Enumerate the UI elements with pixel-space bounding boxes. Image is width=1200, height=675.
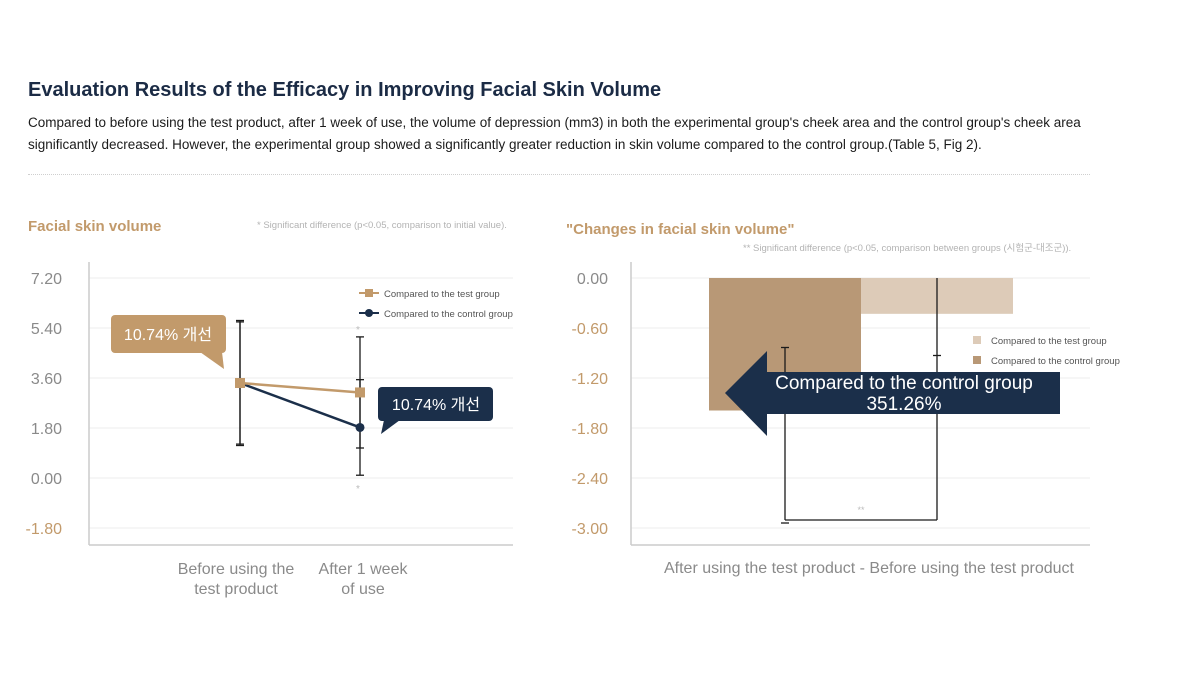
arrow-callout [725,351,1060,436]
series-line-test [239,381,361,394]
point-test [235,378,245,388]
section-divider [28,174,1090,175]
left-y-tick-label: 7.20 [31,271,62,288]
legend-marker-test [365,289,373,297]
page-title: Evaluation Results of the Efficacy in Im… [28,79,662,101]
legend-label-control: Compared to the control group [384,309,513,320]
right-y-tick-label: -2.40 [572,471,609,488]
legend-label-control: Compared to the control group [991,356,1120,367]
callout-control-tail [381,420,400,434]
left-chart-note: * Significant difference (p<0.05, compar… [257,220,507,231]
callout-control-box [378,387,493,421]
left-x-tick-label: Before using the [178,561,295,578]
significance-mark: ** [857,505,865,515]
page-description: Compared to before using the test produc… [28,115,1081,152]
left-y-tick-label: 3.60 [31,371,62,388]
left-x-tick-label: test product [194,581,278,598]
right-y-tick-label: -1.80 [572,421,609,438]
legend-swatch-control [973,356,981,364]
callout-control-text: 10.74% 개선 [392,396,480,414]
significance-mark: * [356,484,360,495]
callout-test-text: 10.74% 개선 [124,326,212,344]
right-chart-note: ** Significant difference (p<0.05, compa… [743,243,1072,254]
arrow-callout-line2: 351.26% [866,394,941,415]
legend-label-test: Compared to the test group [991,336,1107,347]
left-x-tick-label: After 1 week [319,561,409,578]
left-y-tick-label: 0.00 [31,471,62,488]
point-control [355,422,365,432]
right-y-tick-label: -1.20 [572,371,609,388]
legend-marker-control [365,309,373,317]
right-chart-title: "Changes in facial skin volume" [566,221,795,238]
left-y-tick-label: 1.80 [31,421,62,438]
callout-test-tail [200,352,224,369]
right-y-tick-label: -0.60 [572,321,609,338]
right-y-tick-label: -3.00 [572,521,609,538]
legend-label-test: Compared to the test group [384,289,500,300]
right-y-tick-label: 0.00 [577,271,608,288]
series-line-control [239,381,361,429]
point-test [355,387,365,398]
arrow-callout-line1: Compared to the control group [775,373,1033,394]
callout-test-box [111,315,226,353]
left-chart-title: Facial skin volume [28,218,162,235]
right-x-tick-label: After using the test product - Before us… [664,560,1075,577]
left-y-tick-label: 5.40 [31,321,62,338]
legend-swatch-test [973,336,981,344]
significance-mark: * [356,325,360,336]
left-y-tick-label: -1.80 [26,521,63,538]
left-x-tick-label: of use [341,581,385,598]
